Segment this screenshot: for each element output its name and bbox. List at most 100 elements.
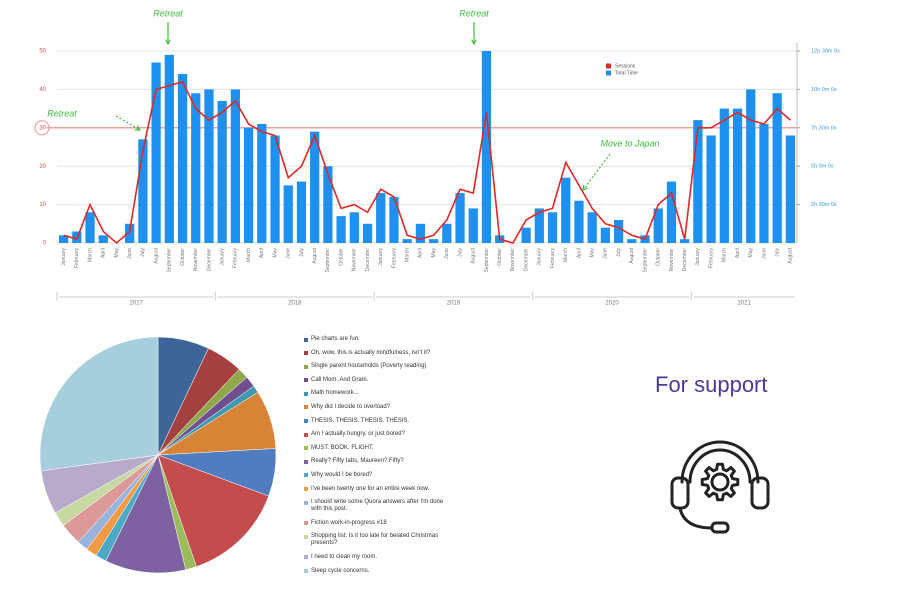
bar: [257, 123, 267, 243]
x-tick-label: August: [312, 247, 318, 263]
x-tick-label: October: [180, 248, 186, 266]
legend-swatch: [304, 337, 308, 342]
bar: [521, 227, 531, 243]
x-tick-label: July: [457, 248, 463, 257]
support-icon: [670, 440, 770, 534]
legend-item: Single parent households (Poverty readin…: [304, 363, 454, 370]
legend-swatch: [304, 364, 308, 369]
bar: [693, 120, 703, 243]
bar: [415, 223, 426, 243]
x-tick-label: June: [761, 248, 767, 259]
bar: [270, 135, 280, 243]
x-tick-label: September: [167, 248, 173, 273]
x-tick-label: September: [325, 248, 331, 273]
legend-label: MUST. BOOK. FLIGHT.: [311, 444, 374, 451]
bar: [230, 89, 241, 244]
bar: [732, 108, 743, 243]
legend-swatch: [304, 500, 308, 505]
x-tick-label: May: [748, 248, 754, 258]
x-tick-label: December: [206, 248, 212, 271]
bar: [310, 131, 320, 243]
bar: [442, 223, 452, 243]
bar: [217, 100, 227, 243]
x-tick-label: May: [431, 248, 437, 258]
bar: [666, 181, 677, 243]
year-label: 2019: [447, 301, 461, 307]
support-text: For support: [655, 372, 768, 397]
legend-item: Oh, wow, this is actually mindfulness, i…: [304, 350, 454, 357]
x-tick-label: June: [127, 248, 133, 259]
bar: [653, 208, 663, 243]
pie-slice: [157, 454, 269, 567]
x-tick-label: November: [669, 248, 675, 271]
legend-swatch: [606, 63, 611, 69]
bar: [468, 208, 478, 243]
x-tick-label: June: [444, 248, 450, 259]
legend-item: Call Mom. And Gram.: [304, 377, 454, 384]
annotation-arrow: [582, 153, 611, 191]
x-tick-label: May: [590, 248, 596, 258]
bar: [574, 200, 584, 243]
legend-swatch: [304, 446, 308, 451]
x-tick-label: July: [616, 248, 622, 257]
y-tick-label: 40: [39, 87, 46, 93]
bar: [376, 193, 386, 243]
x-tick-label: July: [775, 248, 781, 257]
legend-label: I've been twenty one for an entire week …: [311, 485, 430, 492]
arrow-head: [165, 39, 171, 46]
arrow-head: [582, 184, 588, 192]
x-tick-label: February: [550, 248, 556, 269]
x-tick-label: August: [788, 247, 794, 263]
legend-item: Math homework...: [304, 390, 454, 397]
legend-item: I've been twenty one for an entire week …: [304, 486, 454, 493]
bar: [243, 127, 254, 243]
x-tick-label: February: [233, 248, 239, 269]
y-tick-label: 30: [39, 125, 46, 131]
y2-tick-label: 10h 0m 0s: [811, 87, 837, 93]
legend-item: Fiction work-in-progress #18: [304, 520, 454, 527]
pie-slice: [39, 336, 159, 472]
legend-label: THESIS. THESIS. THESIS. THESIS.: [311, 417, 410, 424]
legend-item: Sleep cycle concerns.: [304, 568, 454, 575]
gear: [700, 462, 740, 502]
annotation-arrow: [115, 115, 141, 131]
x-tick-label: March: [405, 248, 411, 262]
bar: [547, 212, 558, 243]
pie-slice: [105, 454, 186, 574]
legend-label: Fiction work-in-progress #18: [311, 519, 387, 526]
legend-item: MUST. BOOK. FLIGHT.: [304, 445, 454, 452]
x-tick-label: July: [299, 248, 305, 257]
x-tick-label: April: [259, 248, 265, 258]
legend-swatch: [304, 378, 308, 383]
legend-label: Really? Fifty tabs, Maureen? Fifty?: [311, 458, 404, 465]
annotation: Retreat: [153, 8, 183, 18]
legend-label: Sleep cycle concerns.: [311, 567, 370, 574]
legend-item: Why did I decide to overload?: [304, 404, 454, 411]
legend-label: I need to clean my room.: [311, 553, 378, 560]
bar: [706, 135, 716, 243]
bar: [481, 51, 492, 243]
legend-label: Pie charts are fun.: [311, 336, 360, 342]
x-tick-label: April: [735, 248, 741, 258]
legend-swatch: [304, 473, 308, 478]
x-tick-label: June: [286, 248, 292, 259]
legend-item: I should write some Quora answers after …: [304, 499, 454, 513]
x-tick-label: December: [523, 248, 529, 271]
headband: [680, 440, 760, 484]
x-tick-label: January: [220, 248, 226, 266]
legend-label: Math homework...: [311, 390, 359, 397]
bar: [98, 235, 108, 243]
arrow-head: [471, 39, 477, 46]
legend-swatch: [304, 555, 308, 560]
legend-label: Single parent households (Poverty readin…: [311, 363, 427, 370]
x-tick-label: September: [642, 248, 648, 273]
x-tick-label: October: [338, 248, 344, 266]
reference-marker: [34, 120, 50, 136]
x-tick-label: January: [695, 248, 701, 266]
bar: [125, 223, 135, 243]
y-tick-label: 0: [43, 241, 47, 247]
legend-label: Call Mom. And Gram.: [311, 376, 369, 383]
legend-item: Really? Fifty tabs, Maureen? Fifty?: [304, 458, 454, 465]
legend-item: Pie charts are fun.: [304, 336, 454, 343]
